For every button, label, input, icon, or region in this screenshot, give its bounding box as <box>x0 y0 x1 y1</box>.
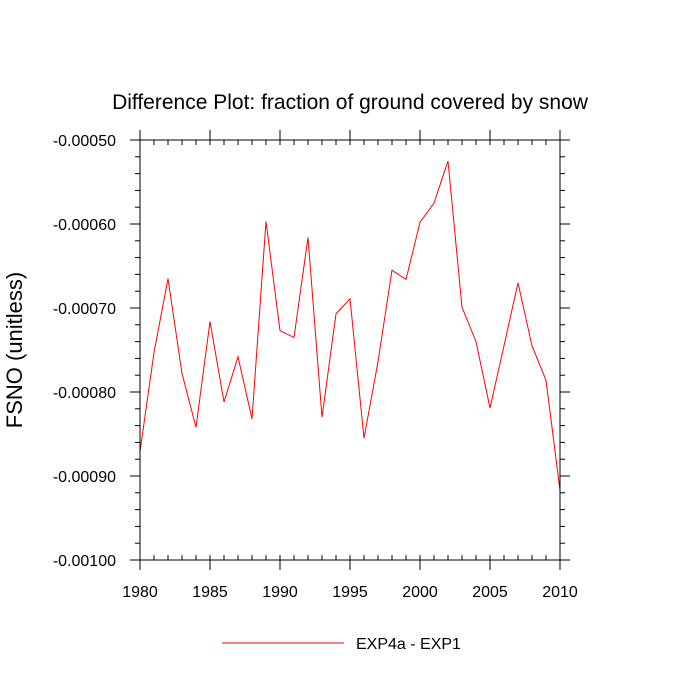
x-tick-label: 2000 <box>402 584 438 601</box>
x-tick-label: 2005 <box>472 584 508 601</box>
x-tick-label: 1985 <box>192 584 228 601</box>
legend-label: EXP4a - EXP1 <box>356 636 461 653</box>
x-tick-label: 2010 <box>542 584 578 601</box>
major-ticks <box>130 130 570 570</box>
x-tick-label: 1990 <box>262 584 298 601</box>
series-line <box>139 160 561 491</box>
x-tick-label: 1980 <box>122 584 158 601</box>
x-tick-label: 1995 <box>332 584 368 601</box>
y-tick-label: -0.00080 <box>53 385 116 402</box>
chart-title: Difference Plot: fraction of ground cove… <box>112 91 589 114</box>
y-tick-labels: -0.00050 -0.00060 -0.00070 -0.00080 -0.00090… <box>53 133 116 570</box>
legend: EXP4a - EXP1 <box>222 636 461 653</box>
minor-ticks <box>135 139 565 561</box>
y-tick-label: -0.00100 <box>53 553 116 570</box>
y-tick-label: -0.00050 <box>53 133 116 150</box>
y-tick-label: -0.00070 <box>53 301 116 318</box>
x-tick-labels: 1980 1985 1990 1995 2000 2005 2010 <box>122 584 578 601</box>
y-axis-label: FSNO (unitless) <box>2 272 27 428</box>
plot-frame <box>139 139 561 561</box>
y-tick-label: -0.00090 <box>53 469 116 486</box>
series-layer <box>139 160 561 491</box>
y-tick-label: -0.00060 <box>53 217 116 234</box>
